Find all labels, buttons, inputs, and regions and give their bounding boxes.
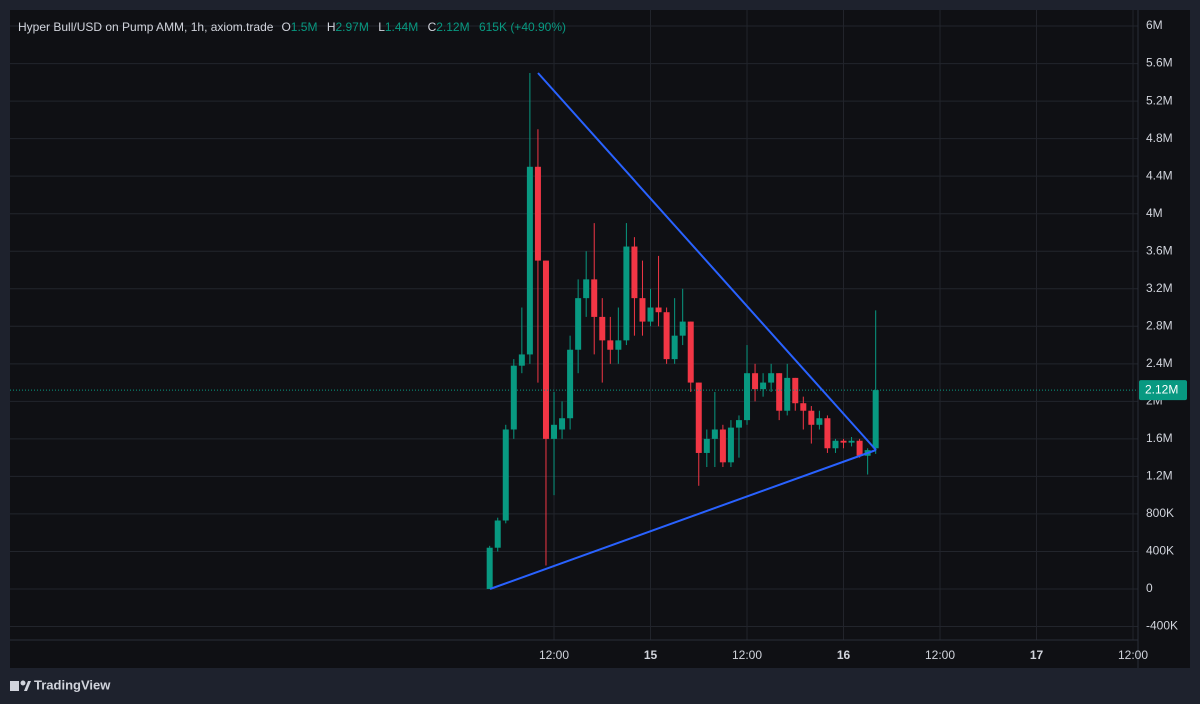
candle-body (599, 316, 606, 341)
candle-body (502, 429, 509, 521)
candle-body (719, 429, 726, 463)
y-tick-label: 400K (1146, 544, 1174, 558)
y-tick-label: 4.4M (1146, 168, 1173, 182)
y-tick-label: 3.6M (1146, 243, 1173, 257)
candle-body (567, 349, 574, 419)
candle-body (752, 373, 759, 390)
candle-body (534, 166, 541, 261)
candle-body (687, 321, 694, 383)
candle-body (695, 382, 702, 453)
candle-body (760, 382, 767, 390)
legend-value: 2.12M (436, 20, 469, 34)
x-tick-label: 12:00 (925, 648, 955, 662)
candle-body (663, 312, 670, 360)
y-tick-label: 5.2M (1146, 93, 1173, 107)
y-tick-label: -400K (1146, 619, 1178, 633)
y-tick-label: 3.2M (1146, 281, 1173, 295)
y-tick-label: 4M (1146, 206, 1163, 220)
candle-body (856, 440, 863, 456)
y-tick-label: 800K (1146, 506, 1174, 520)
legend-value: 1.44M (385, 20, 418, 34)
candle-body (832, 440, 839, 449)
candle-body (872, 390, 879, 449)
x-tick-label: 12:00 (732, 648, 762, 662)
x-tick-label: 12:00 (1118, 648, 1148, 662)
candle-body (703, 438, 710, 453)
y-tick-label: 1.2M (1146, 469, 1173, 483)
candle-body (679, 321, 686, 336)
legend-value: 1.5M (291, 20, 318, 34)
ohlc-legend: O1.5M H2.97M L1.44M C2.12M 615K (+40.90%… (281, 20, 566, 34)
candle-body (655, 307, 662, 313)
candle-body (607, 340, 614, 350)
candle-body (671, 335, 678, 360)
candle-body (744, 373, 751, 421)
y-tick-label: 5.6M (1146, 56, 1173, 70)
y-tick-label: 2.4M (1146, 356, 1173, 370)
y-tick-label: 6M (1146, 18, 1163, 32)
legend-key: C (428, 20, 437, 34)
candle-body (711, 429, 718, 439)
candle-body (591, 279, 598, 317)
candle-body (518, 354, 525, 366)
candle-body (551, 424, 558, 439)
trend-line (537, 72, 877, 451)
candle-body (542, 260, 549, 439)
y-tick-label: 2.8M (1146, 318, 1173, 332)
candle-body (631, 246, 638, 299)
x-tick-label: 12:00 (539, 648, 569, 662)
candle-body (575, 298, 582, 350)
axes: -400K0400K800K1.2M1.6M2M2.4M2.8M3.2M3.6M… (539, 18, 1187, 662)
y-tick-label: 4.8M (1146, 131, 1173, 145)
candle-body (510, 365, 517, 430)
legend-key: O (281, 20, 290, 34)
y-tick-label: 0 (1146, 581, 1153, 595)
candles (10, 72, 1138, 589)
last-price-label: 2.12M (1145, 382, 1178, 396)
candle-body (776, 373, 783, 411)
candle-body (824, 418, 831, 449)
legend-change: 615K (+40.90%) (479, 20, 566, 34)
candle-body (486, 547, 493, 589)
trend-line (489, 449, 877, 590)
brand-logo (10, 680, 31, 691)
candle-body (735, 420, 742, 428)
candle-body (792, 377, 799, 404)
candle-body (583, 279, 590, 299)
candle-body (727, 427, 734, 463)
x-tick-label: 16 (837, 648, 851, 662)
candle-body (800, 403, 807, 411)
candle-body (526, 166, 533, 355)
legend-value: 2.97M (335, 20, 368, 34)
candle-body (639, 298, 646, 322)
y-tick-label: 1.6M (1146, 431, 1173, 445)
candle-body (559, 418, 566, 430)
candle-body (615, 340, 622, 350)
candle-body (848, 440, 855, 443)
x-tick-label: 17 (1030, 648, 1044, 662)
candle-body (647, 307, 654, 322)
legend-key: L (378, 20, 385, 34)
candle-body (768, 373, 775, 383)
candle-body (840, 440, 847, 443)
candle-body (494, 520, 501, 548)
x-tick-label: 15 (644, 648, 658, 662)
last-price-box (1139, 380, 1187, 401)
candle-body (808, 410, 815, 425)
legend-key: H (327, 20, 336, 34)
candle-body (816, 418, 823, 425)
brand: TradingView (34, 677, 111, 692)
candle-body (784, 377, 791, 411)
candle-body (623, 246, 630, 341)
chart-title: Hyper Bull/USD on Pump AMM, 1h, axiom.tr… (18, 20, 274, 34)
